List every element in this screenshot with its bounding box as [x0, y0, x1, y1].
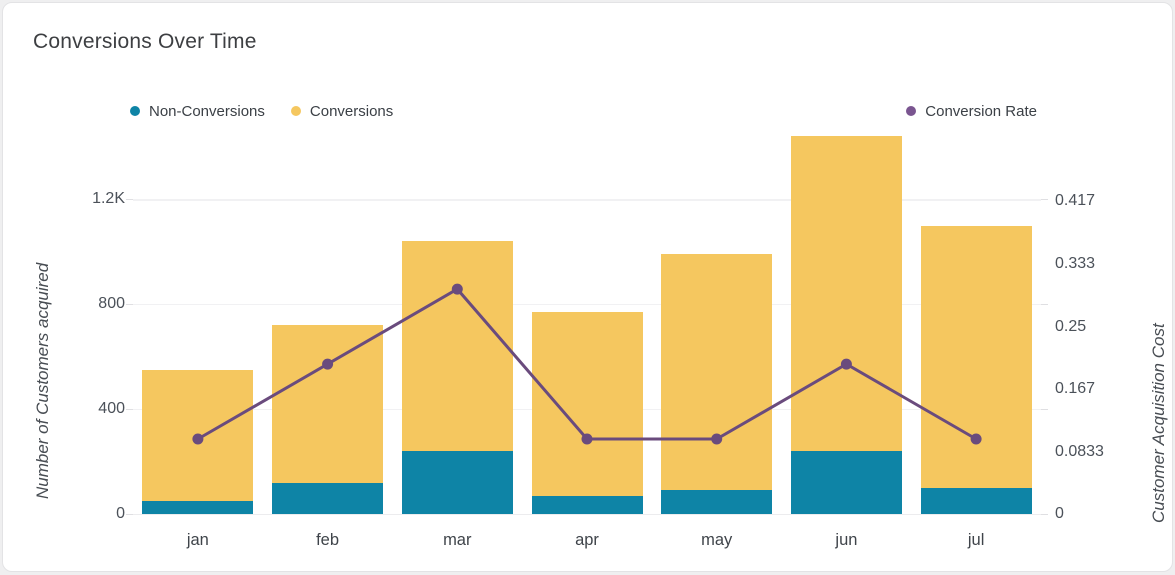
legend-line: Conversion Rate [906, 101, 1037, 121]
right-tick-0.333: 0.333 [1055, 255, 1096, 273]
conversions-segment-feb[interactable] [272, 325, 384, 483]
legend-bars: Non-Conversions Conversions [130, 101, 393, 121]
non-conversions-segment-mar[interactable] [401, 451, 513, 514]
x-label-jul: jul [967, 531, 985, 549]
left-axis-tick-mark [126, 514, 133, 515]
bar-apr[interactable] [531, 312, 643, 514]
conversion-rate-dot-icon [906, 106, 917, 116]
conversions-segment-apr[interactable] [531, 312, 643, 496]
x-axis-line [133, 514, 1041, 515]
conversion-rate-marker-apr[interactable] [581, 433, 593, 445]
bar-mar[interactable] [401, 241, 513, 514]
right-tick-0.25: 0.25 [1055, 317, 1087, 335]
left-axis-tick-mark [126, 199, 133, 201]
legend-item-non-conversions[interactable]: Non-Conversions [130, 103, 265, 120]
bar-feb[interactable] [272, 325, 384, 514]
conversions-dot-icon [290, 106, 301, 116]
left-axis-tick-mark [126, 304, 133, 306]
right-axis-title: Customer Acquisition Cost [1149, 323, 1168, 523]
right-axis-tick-mark [1041, 304, 1048, 306]
non-conversions-segment-jul[interactable] [920, 487, 1032, 514]
chart-title: Conversions Over Time [33, 30, 257, 53]
legend-label-non-conversions: Non-Conversions [149, 102, 265, 120]
x-label-may: may [701, 531, 733, 549]
conversion-rate-marker-jan[interactable] [192, 433, 204, 445]
conversion-rate-marker-mar[interactable] [451, 283, 463, 295]
non-conversions-segment-jun[interactable] [790, 451, 902, 514]
conversion-rate-line [192, 283, 982, 445]
bar-may[interactable] [661, 254, 773, 514]
right-tick-0: 0 [1055, 505, 1064, 522]
x-label-apr: apr [575, 531, 599, 549]
non-conversions-segment-apr[interactable] [531, 495, 643, 514]
x-label-jun: jun [835, 531, 858, 549]
legend-item-conversion-rate[interactable]: Conversion Rate [906, 103, 1037, 120]
right-tick-0.167: 0.167 [1055, 379, 1096, 397]
left-tick-800: 800 [98, 295, 125, 313]
conversions-segment-may[interactable] [661, 254, 773, 491]
right-axis-tick-mark [1041, 199, 1048, 201]
conversion-rate-marker-jul[interactable] [970, 433, 982, 445]
non-conversions-segment-feb[interactable] [272, 482, 384, 514]
legend-item-conversions[interactable]: Conversions [290, 102, 394, 120]
non-conversions-dot-icon [130, 106, 140, 116]
non-conversions-segment-jan[interactable] [142, 500, 254, 514]
left-tick-400: 400 [98, 400, 125, 418]
conversions-segment-jun[interactable] [790, 136, 902, 452]
conversion-rate-marker-jun[interactable] [840, 358, 852, 370]
gridline-1.2K [133, 199, 1041, 202]
x-label-mar: mar [443, 531, 472, 549]
conversion-rate-path [197, 287, 977, 441]
bar-jun[interactable] [790, 136, 902, 514]
x-label-feb: feb [316, 531, 340, 549]
right-axis-tick-mark [1041, 514, 1048, 515]
x-label-jan: jan [186, 531, 209, 549]
left-axis-title: Number of Customers acquired [33, 262, 52, 499]
right-tick-0.417: 0.417 [1055, 192, 1096, 210]
gridline-800 [133, 304, 1041, 306]
conversion-rate-marker-may[interactable] [711, 433, 723, 445]
left-tick-0: 0 [116, 505, 125, 522]
right-tick-0.0833: 0.0833 [1055, 442, 1104, 460]
conversions-segment-mar[interactable] [401, 241, 513, 452]
legend-label-conversions: Conversions [309, 102, 394, 120]
plot-area [126, 128, 1048, 515]
left-axis-tick-mark [126, 409, 133, 411]
right-axis-tick-mark [1041, 409, 1048, 411]
non-conversions-segment-may[interactable] [661, 490, 773, 514]
left-tick-1.2K: 1.2K [92, 190, 125, 208]
legend-label-conversion-rate: Conversion Rate [925, 102, 1037, 120]
conversion-rate-marker-feb[interactable] [322, 358, 334, 370]
